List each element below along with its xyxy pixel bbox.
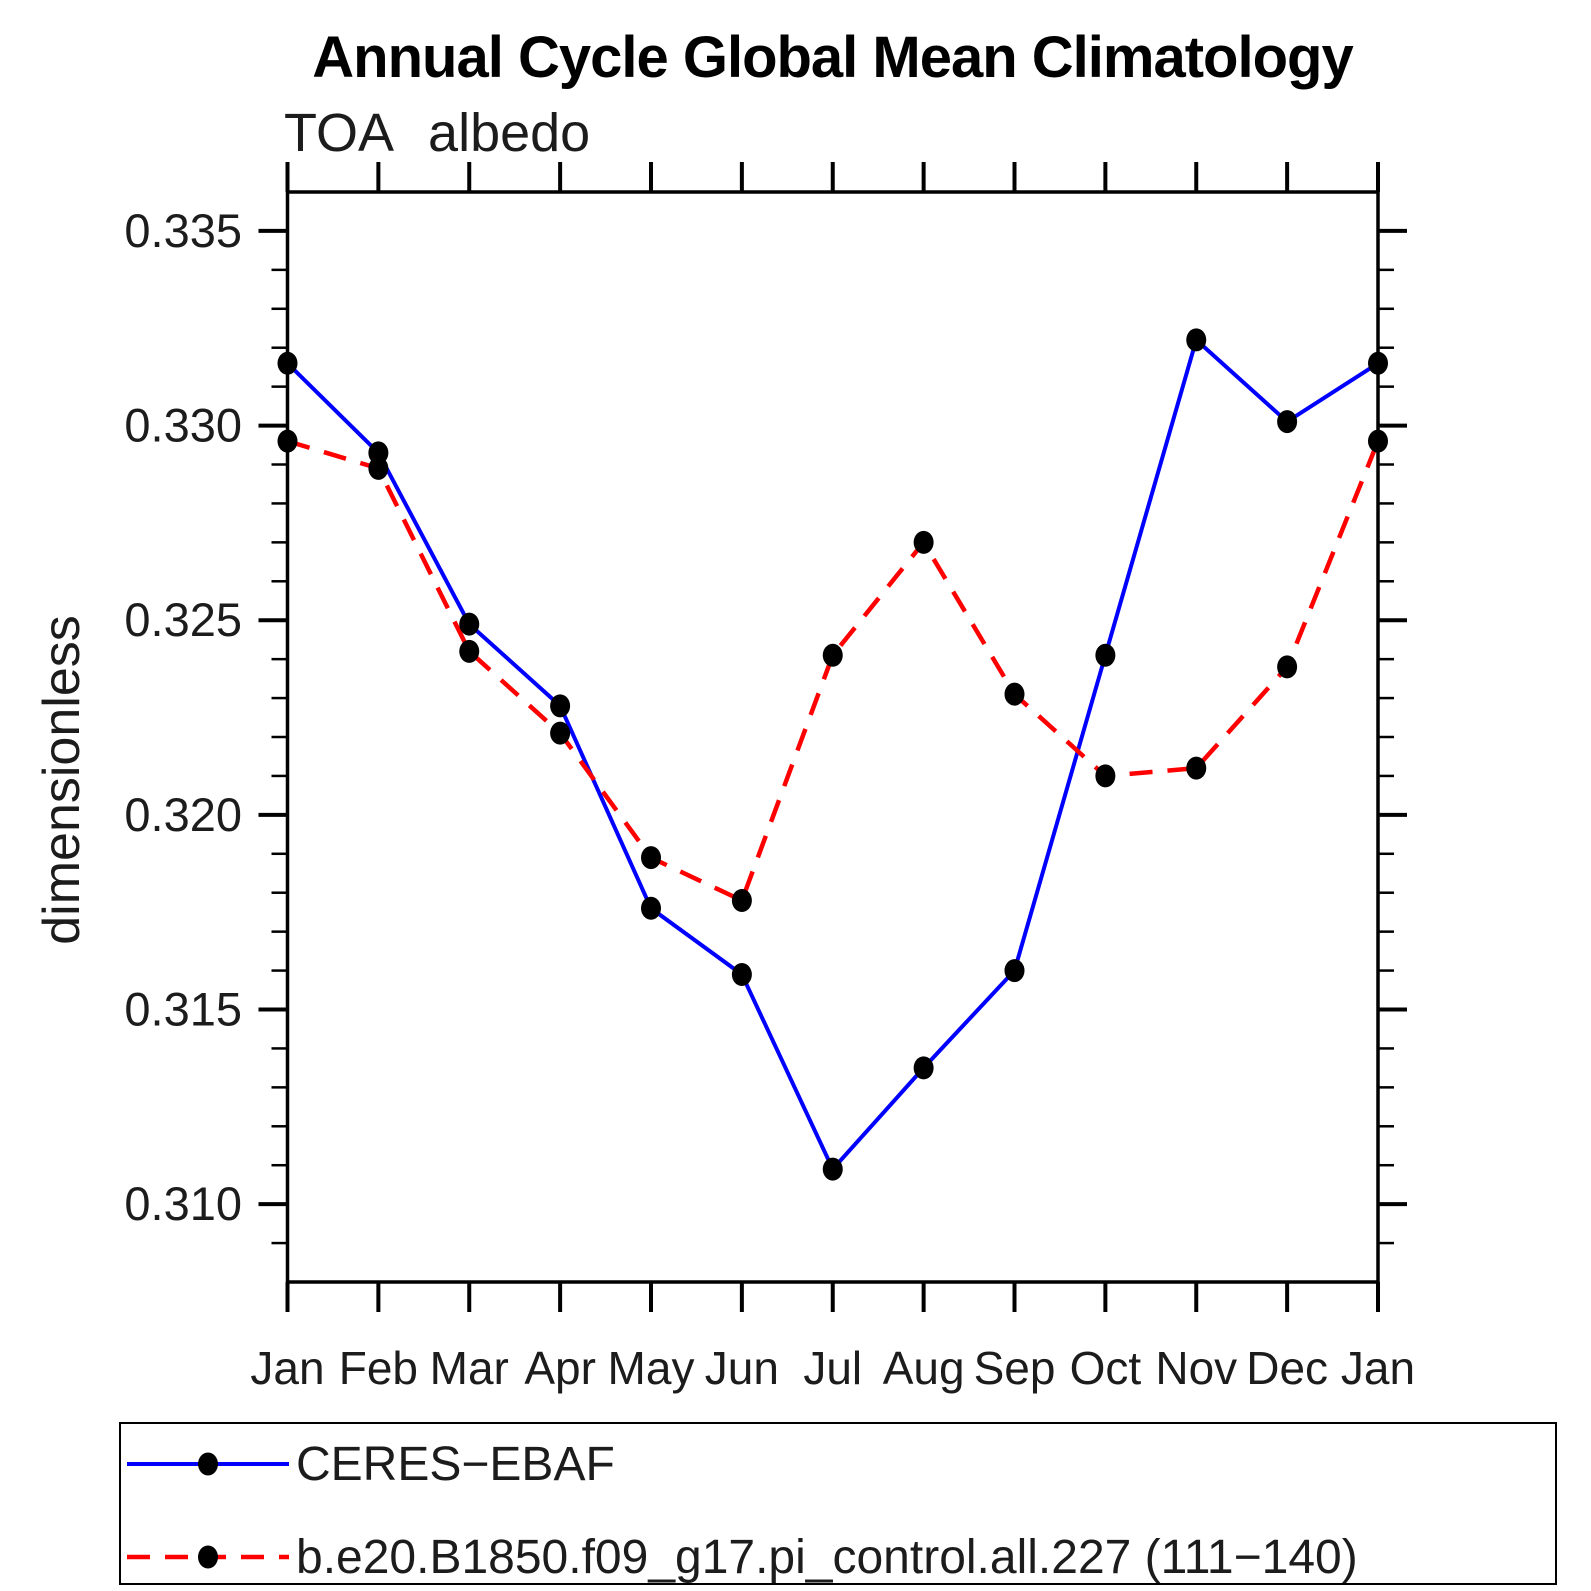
x-tick-label: Jul: [803, 1342, 862, 1394]
x-tick-label: Apr: [524, 1342, 596, 1394]
x-tick-label: Aug: [883, 1342, 965, 1394]
x-tick-label: Nov: [1155, 1342, 1237, 1394]
series-marker: [1095, 764, 1116, 788]
legend-row-ceres-ebaf: CERES−EBAF: [125, 1437, 615, 1491]
legend-sample-dashed-red-line: [127, 1545, 289, 1569]
series-marker: [459, 639, 480, 663]
series-marker: [277, 429, 298, 453]
series-marker: [277, 351, 298, 375]
series-marker: [1095, 643, 1116, 667]
series-marker: [641, 896, 661, 920]
y-tick-label: 0.330: [124, 399, 242, 452]
series-marker: [1004, 682, 1025, 706]
x-tick-label: Mar: [430, 1342, 509, 1394]
series-marker: [822, 1157, 843, 1181]
series-marker: [731, 889, 752, 912]
x-tick-label: Oct: [1070, 1342, 1142, 1394]
series-marker: [550, 721, 571, 745]
series-marker: [1368, 351, 1388, 375]
x-tick-label: Jan: [1341, 1342, 1415, 1394]
x-tick-label: Dec: [1246, 1342, 1328, 1394]
legend-box: CERES−EBAF b.e20.B1850.f09_g17.pi_contro…: [119, 1422, 1557, 1585]
y-tick-label: 0.310: [124, 1177, 242, 1230]
x-tick-label: Sep: [974, 1342, 1056, 1394]
series-line-model-case: [286, 438, 1381, 904]
x-tick-label: May: [608, 1342, 695, 1394]
series-marker: [822, 643, 843, 667]
legend-marker-dot-icon: [198, 1545, 218, 1569]
chart-subtitle: TOA albedo: [284, 103, 591, 163]
series-marker: [368, 456, 389, 480]
chart-title: Annual Cycle Global Mean Climatology: [312, 25, 1353, 90]
series-marker: [1186, 756, 1207, 780]
legend-row-model-case: b.e20.B1850.f09_g17.pi_control.all.227 (…: [125, 1530, 1358, 1584]
series-marker: [913, 1056, 934, 1080]
y-tick-label: 0.325: [124, 593, 242, 646]
x-tick-label: Jun: [705, 1342, 779, 1394]
series-line-ceres-ebaf: [286, 336, 1380, 1173]
legend-label-ceres-ebaf: CERES−EBAF: [296, 1437, 615, 1491]
legend-label-model-case: b.e20.B1850.f09_g17.pi_control.all.227 (…: [296, 1530, 1358, 1584]
x-tick-label: Feb: [339, 1342, 418, 1394]
series-marker: [1277, 655, 1298, 679]
plot-border: [285, 190, 1380, 1284]
y-tick-label: 0.320: [124, 788, 242, 841]
series-marker: [459, 612, 480, 636]
series-marker: [1277, 410, 1298, 434]
series-marker: [1004, 959, 1025, 983]
series-marker: [1368, 429, 1388, 453]
series-marker: [731, 962, 752, 986]
y-tick-label: 0.335: [124, 204, 242, 257]
series-marker: [641, 846, 661, 870]
y-tick-label: 0.315: [124, 983, 242, 1036]
x-tick-label: Jan: [250, 1342, 324, 1394]
legend-sample-solid-blue-line: [127, 1452, 289, 1476]
series-marker: [1186, 328, 1207, 352]
series-marker: [913, 530, 934, 554]
series-marker: [550, 694, 571, 718]
legend-marker-dot-icon: [198, 1452, 218, 1476]
